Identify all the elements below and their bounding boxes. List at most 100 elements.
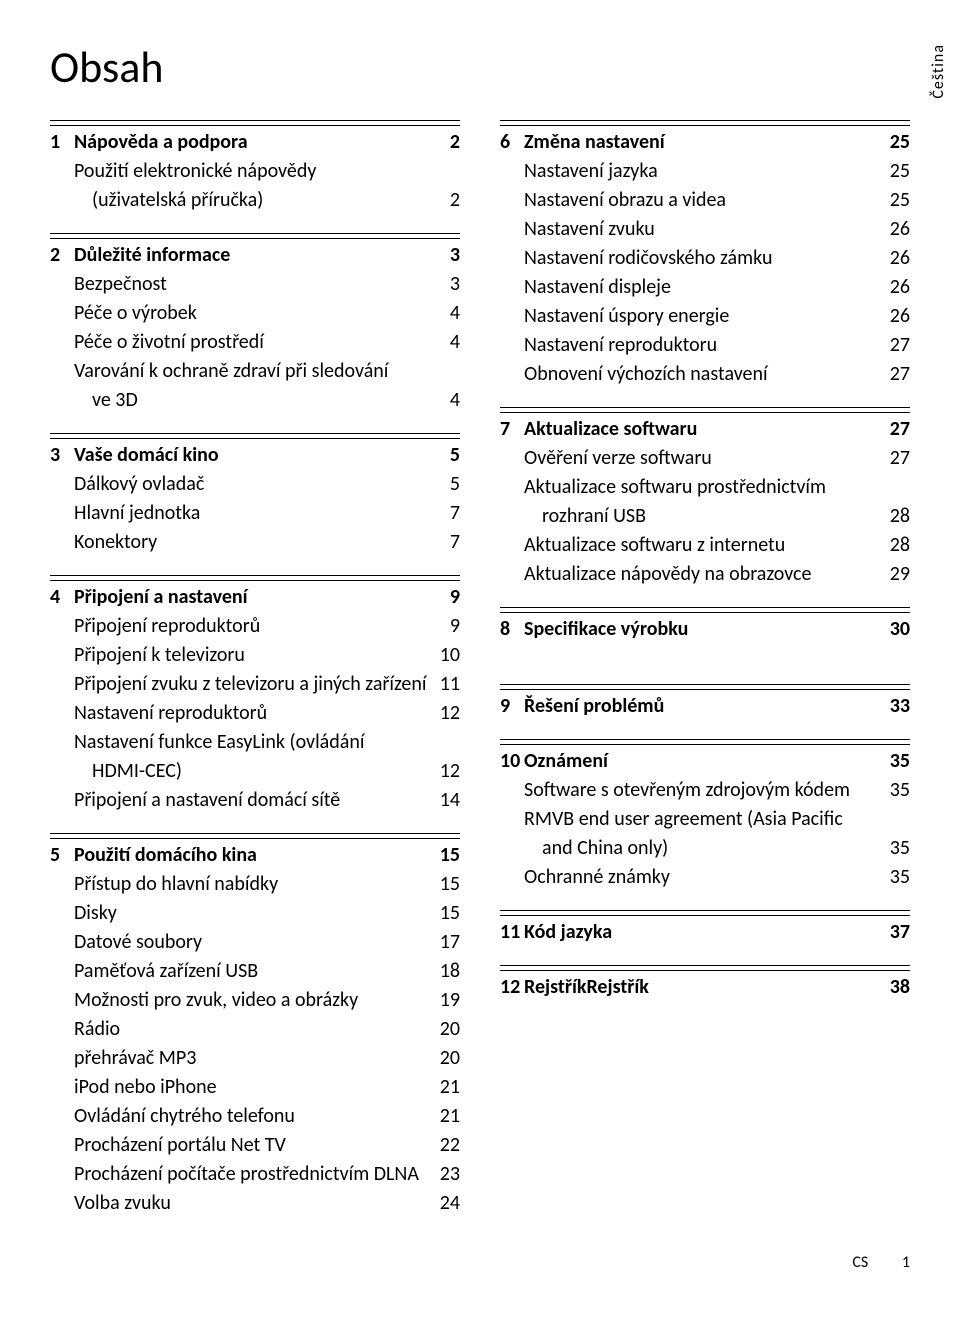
toc-item-row[interactable]: Přístup do hlavní nabídky15 (50, 870, 460, 899)
toc-heading-page: 9 (450, 583, 460, 612)
toc-heading-label: Důležité informace (74, 241, 450, 270)
toc-item-row[interactable]: Datové soubory17 (50, 928, 460, 957)
toc-item-page: 10 (440, 641, 460, 670)
toc-item-row[interactable]: Obnovení výchozích nastavení27 (500, 360, 910, 389)
toc-item-row[interactable]: Paměťová zařízení USB18 (50, 957, 460, 986)
toc-item-row[interactable]: Aktualizace softwaru z internetu28 (500, 531, 910, 560)
toc-heading-row[interactable]: 1Nápověda a podpora2 (50, 128, 460, 157)
toc-heading-page: 27 (890, 415, 910, 444)
toc-item-page: 20 (440, 1015, 460, 1044)
toc-item-row[interactable]: Nastavení úspory energie26 (500, 302, 910, 331)
toc-heading-label: RejstříkRejstřík (524, 973, 890, 1002)
toc-heading-row[interactable]: 5Použití domácího kina15 (50, 841, 460, 870)
toc-item-row[interactable]: Péče o výrobek4 (50, 299, 460, 328)
toc-item-label: (uživatelská příručka) (74, 186, 450, 215)
toc-item-row[interactable]: Ovládání chytrého telefonu21 (50, 1102, 460, 1131)
toc-item-label: Aktualizace nápovědy na obrazovce (524, 560, 890, 589)
toc-item-row[interactable]: Nastavení obrazu a videa25 (500, 186, 910, 215)
toc-item-row[interactable]: Volba zvuku24 (50, 1189, 460, 1218)
section-rule (50, 575, 460, 576)
toc-item-row[interactable]: přehrávač MP320 (50, 1044, 460, 1073)
toc-section-number: 10 (500, 747, 524, 776)
toc-item-page: 21 (440, 1102, 460, 1131)
toc-item-row[interactable]: ve 3D4 (50, 386, 460, 415)
section-rule (500, 407, 910, 408)
toc-section-number: 9 (500, 692, 524, 721)
toc-item-row[interactable]: Připojení zvuku z televizoru a jiných za… (50, 670, 460, 699)
toc-item-row[interactable]: Dálkový ovladač5 (50, 470, 460, 499)
toc-item-row[interactable]: Nastavení reproduktorů12 (50, 699, 460, 728)
toc-item-row[interactable]: Péče o životní prostředí4 (50, 328, 460, 357)
toc-heading-page: 15 (440, 841, 460, 870)
toc-item-label: Obnovení výchozích nastavení (524, 360, 890, 389)
toc-item-row[interactable]: Ochranné známky35 (500, 863, 910, 892)
toc-item-row[interactable]: Konektory7 (50, 528, 460, 557)
toc-heading-row[interactable]: 12RejstříkRejstřík38 (500, 973, 910, 1002)
toc-heading-row[interactable]: 7Aktualizace softwaru27 (500, 415, 910, 444)
toc-heading-label: Kód jazyka (524, 918, 890, 947)
toc-section: 10Oznámení35Software s otevřeným zdrojov… (500, 739, 910, 892)
toc-heading-row[interactable]: 3Vaše domácí kino5 (50, 441, 460, 470)
toc-item-label: Ověření verze softwaru (524, 444, 890, 473)
toc-item-row[interactable]: (uživatelská příručka)2 (50, 186, 460, 215)
section-rule (50, 433, 460, 434)
toc-item-row[interactable]: and China only)35 (500, 834, 910, 863)
toc-heading-row[interactable]: 11Kód jazyka37 (500, 918, 910, 947)
toc-item-row[interactable]: Nastavení zvuku26 (500, 215, 910, 244)
toc-heading-row[interactable]: 2Důležité informace3 (50, 241, 460, 270)
toc-item-row[interactable]: Aktualizace softwaru prostřednictvím (500, 473, 910, 502)
toc-columns: 1Nápověda a podpora2Použití elektronické… (50, 114, 910, 1236)
toc-item-page: 27 (890, 331, 910, 360)
section-rule (50, 233, 460, 234)
section-rule (500, 910, 910, 911)
toc-item-label: and China only) (524, 834, 890, 863)
toc-item-row[interactable]: Rádio20 (50, 1015, 460, 1044)
toc-item-row[interactable]: Nastavení displeje26 (500, 273, 910, 302)
toc-item-page: 4 (450, 299, 460, 328)
toc-item-row[interactable]: Nastavení rodičovského zámku26 (500, 244, 910, 273)
toc-section: 6Změna nastavení25Nastavení jazyka25Nast… (500, 120, 910, 389)
toc-item-row[interactable]: rozhraní USB28 (500, 502, 910, 531)
section-rule (500, 744, 910, 745)
toc-item-row[interactable]: Připojení reproduktorů9 (50, 612, 460, 641)
toc-item-row[interactable]: RMVB end user agreement (Asia Pacific (500, 805, 910, 834)
section-rule (50, 838, 460, 839)
toc-item-row[interactable]: Nastavení reproduktoru27 (500, 331, 910, 360)
toc-item-row[interactable]: iPod nebo iPhone21 (50, 1073, 460, 1102)
section-rule (500, 970, 910, 971)
toc-item-row[interactable]: HDMI-CEC)12 (50, 757, 460, 786)
toc-item-row[interactable]: Procházení portálu Net TV22 (50, 1131, 460, 1160)
toc-item-row[interactable]: Bezpečnost3 (50, 270, 460, 299)
toc-item-row[interactable]: Použití elektronické nápovědy (50, 157, 460, 186)
toc-item-row[interactable]: Disky15 (50, 899, 460, 928)
toc-section: 9Řešení problémů33 (500, 684, 910, 721)
section-rule (50, 438, 460, 439)
toc-item-row[interactable]: Hlavní jednotka7 (50, 499, 460, 528)
toc-heading-row[interactable]: 6Změna nastavení25 (500, 128, 910, 157)
toc-item-row[interactable]: Aktualizace nápovědy na obrazovce29 (500, 560, 910, 589)
toc-heading-row[interactable]: 8Specifikace výrobku30 (500, 615, 910, 644)
toc-heading-row[interactable]: 10Oznámení35 (500, 747, 910, 776)
toc-section-number: 12 (500, 973, 524, 1002)
toc-item-row[interactable]: Varování k ochraně zdraví při sledování (50, 357, 460, 386)
toc-item-label: Aktualizace softwaru z internetu (524, 531, 890, 560)
toc-item-row[interactable]: Připojení a nastavení domácí sítě14 (50, 786, 460, 815)
toc-item-row[interactable]: Připojení k televizoru10 (50, 641, 460, 670)
toc-heading-row[interactable]: 4Připojení a nastavení9 (50, 583, 460, 612)
toc-item-row[interactable]: Procházení počítače prostřednictvím DLNA… (50, 1160, 460, 1189)
toc-section: 7Aktualizace softwaru27Ověření verze sof… (500, 407, 910, 589)
toc-item-page: 26 (890, 244, 910, 273)
right-column: 6Změna nastavení25Nastavení jazyka25Nast… (500, 114, 910, 1236)
language-tab: Čeština (929, 44, 948, 99)
toc-item-row[interactable]: Nastavení jazyka25 (500, 157, 910, 186)
toc-heading-page: 37 (890, 918, 910, 947)
toc-item-row[interactable]: Nastavení funkce EasyLink (ovládání (50, 728, 460, 757)
left-column: 1Nápověda a podpora2Použití elektronické… (50, 114, 460, 1236)
toc-item-label: Připojení zvuku z televizoru a jiných za… (74, 670, 440, 699)
toc-item-row[interactable]: Ověření verze softwaru27 (500, 444, 910, 473)
toc-heading-label: Specifikace výrobku (524, 615, 890, 644)
toc-item-row[interactable]: Software s otevřeným zdrojovým kódem35 (500, 776, 910, 805)
toc-item-row[interactable]: Možnosti pro zvuk, video a obrázky19 (50, 986, 460, 1015)
toc-item-page: 22 (440, 1131, 460, 1160)
toc-heading-row[interactable]: 9Řešení problémů33 (500, 692, 910, 721)
